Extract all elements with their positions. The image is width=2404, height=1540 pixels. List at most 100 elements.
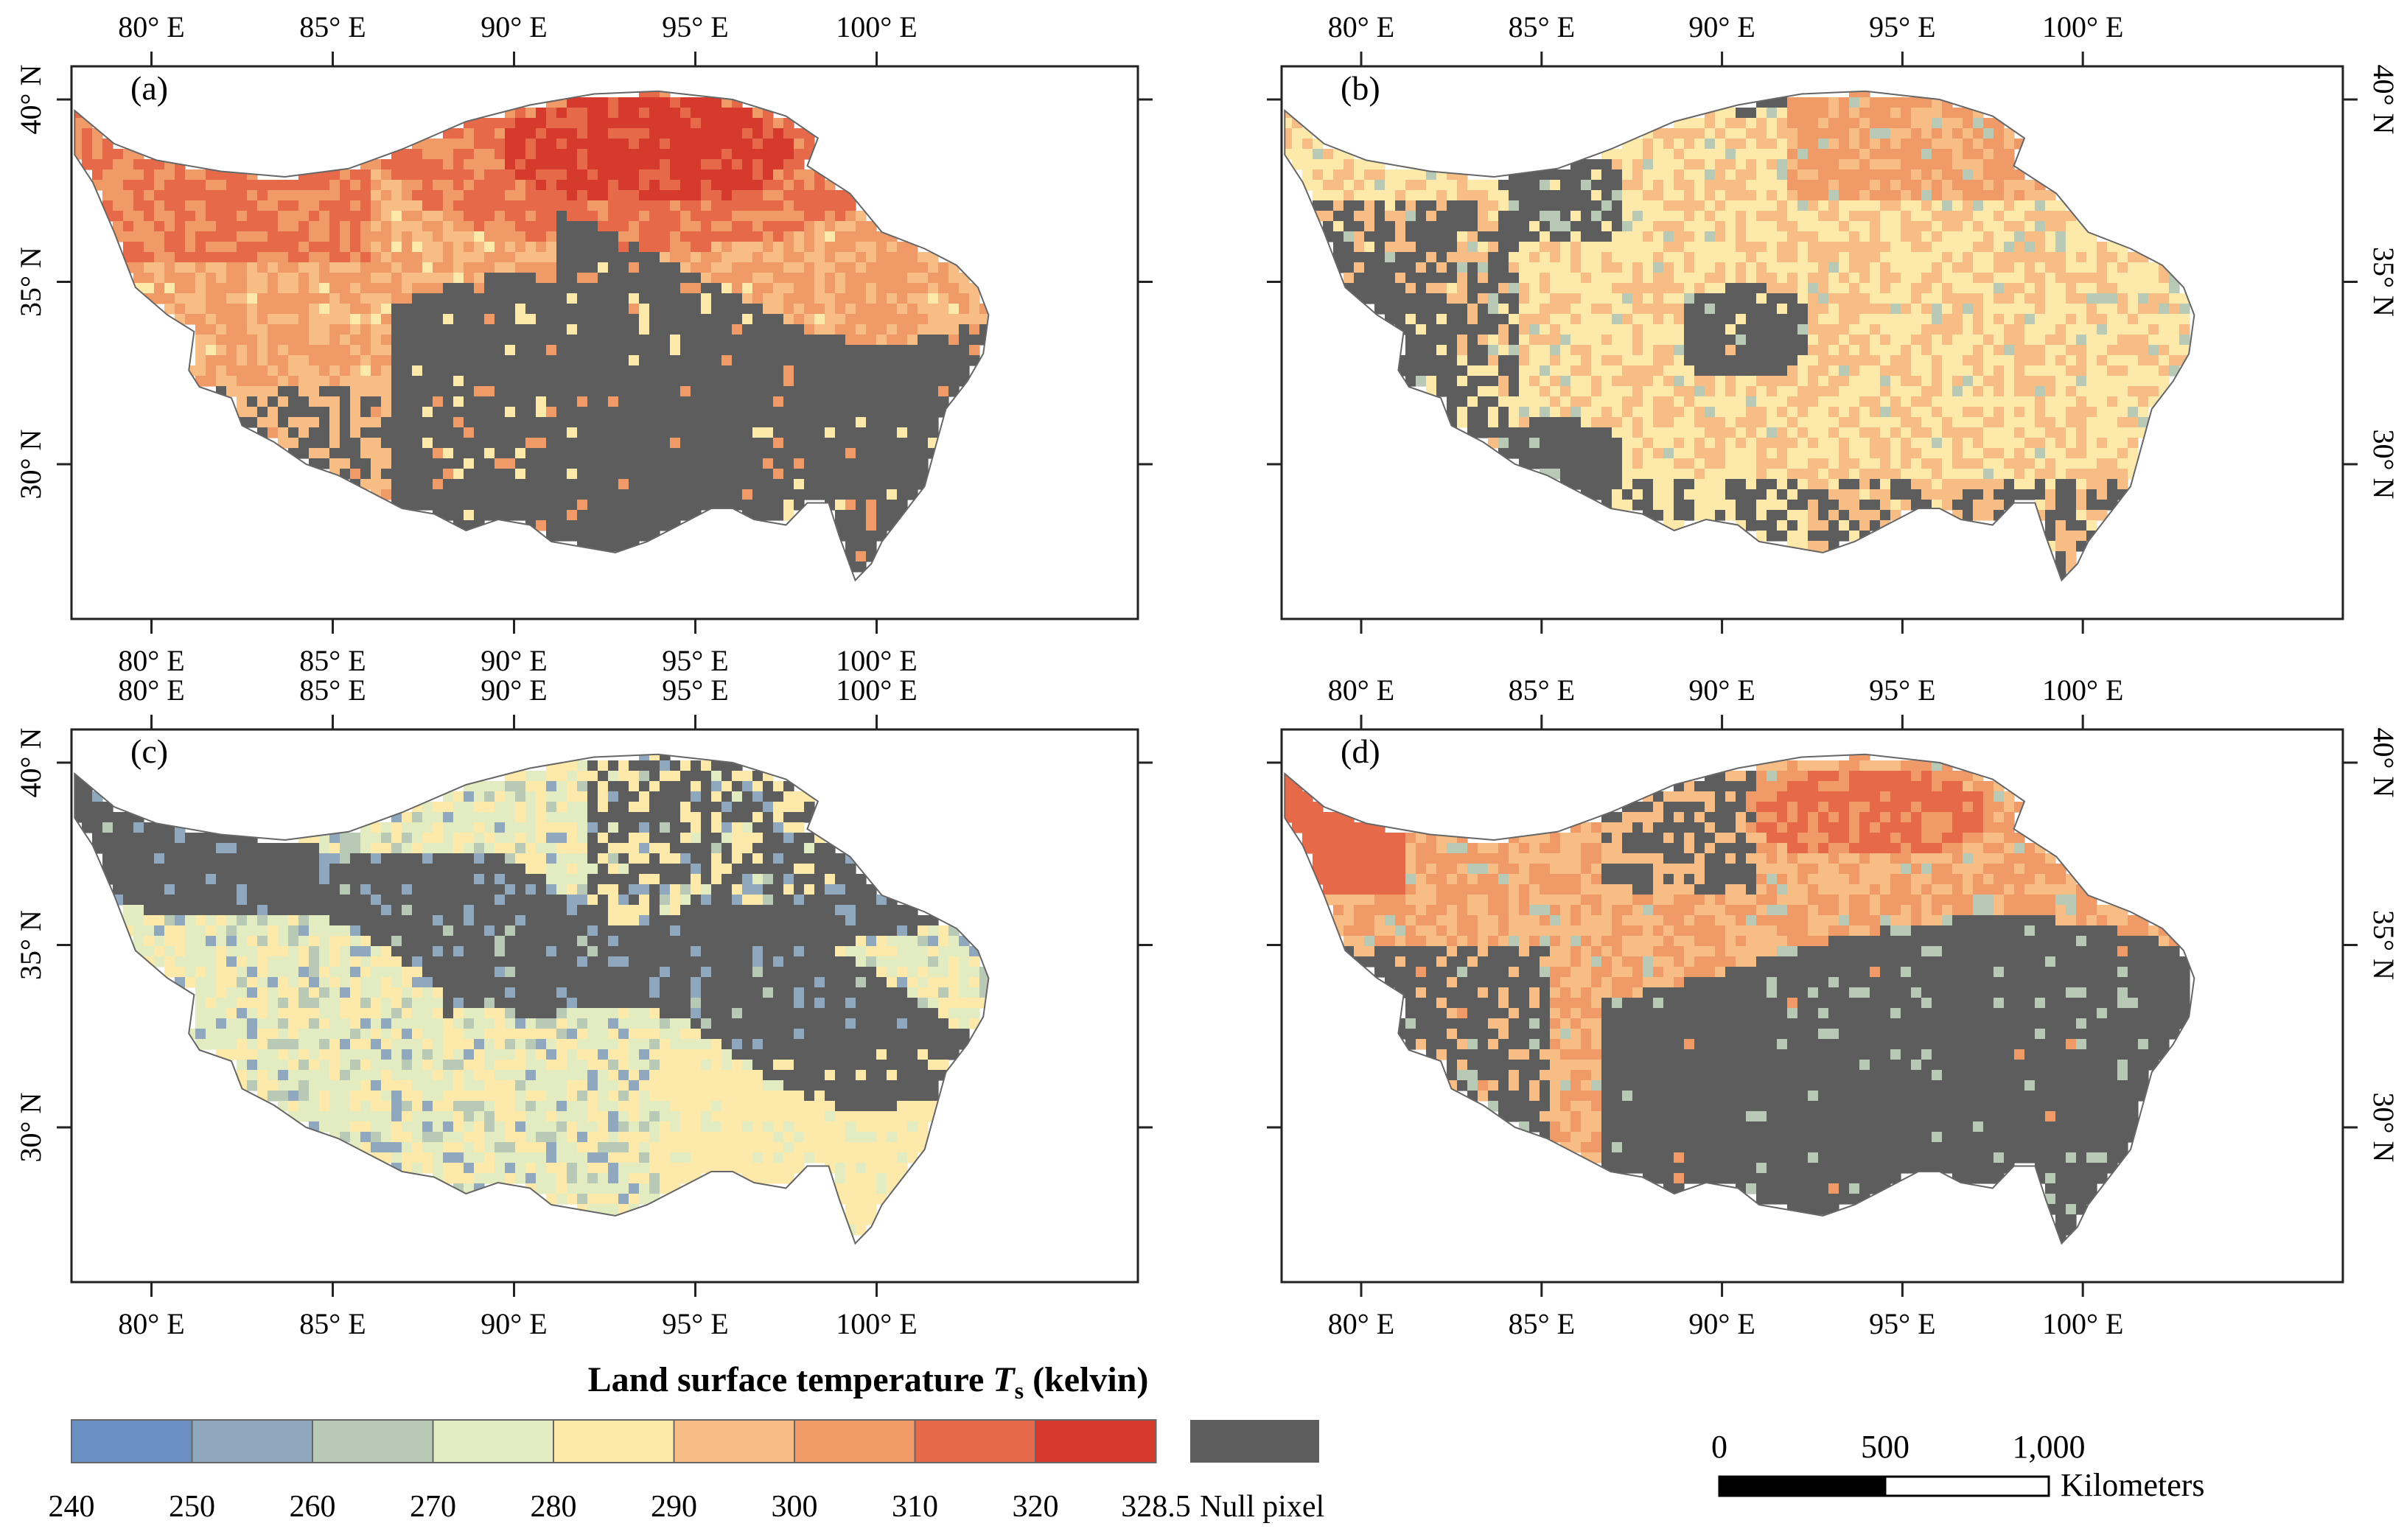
- lon-tick-label: 80° E: [118, 1307, 184, 1340]
- scale-tick-label: 1,000: [2013, 1429, 2086, 1465]
- panel-label: (a): [130, 69, 168, 107]
- lon-tick-label: 100° E: [2042, 1307, 2123, 1340]
- panel-label: (c): [130, 732, 168, 770]
- map-panel: (d) 80° E 80° E 85° E 85° E 90° E 90° E 95° E 95…: [1267, 673, 2400, 1340]
- legend-bin-swatch: [673, 1419, 795, 1463]
- legend-bin-swatch: [191, 1419, 313, 1463]
- lat-tick-label: 35° N: [14, 910, 47, 980]
- legend-bin-swatch: [71, 1419, 193, 1463]
- legend-bin-label: 250: [169, 1490, 215, 1524]
- panel-label: (d): [1341, 732, 1380, 770]
- lon-tick-label: 90° E: [481, 644, 547, 677]
- legend-bin-label: 290: [651, 1490, 697, 1524]
- lon-tick-label: 90° E: [1688, 1307, 1755, 1340]
- map-frame: [1280, 728, 2344, 1284]
- legend-bin-swatch: [914, 1419, 1036, 1463]
- temperature-raster: [74, 754, 989, 1236]
- legend-max-label: 328.5: [1121, 1490, 1191, 1524]
- map-frame: [1280, 65, 2344, 620]
- lon-tick-label: 100° E: [836, 1307, 917, 1340]
- lon-tick-label: 95° E: [662, 10, 728, 43]
- lon-tick-label: 100° E: [2042, 673, 2123, 707]
- lon-tick-label: 85° E: [1509, 1307, 1575, 1340]
- plateau-boundary: [74, 753, 990, 1245]
- lat-tick-label: 30° N: [2367, 1093, 2400, 1163]
- lon-tick-label: 90° E: [1688, 673, 1755, 707]
- lon-tick-label: 80° E: [118, 10, 184, 43]
- lon-tick-label: 95° E: [662, 673, 728, 707]
- lon-tick-label: 80° E: [1328, 10, 1394, 43]
- temperature-raster: [74, 91, 989, 573]
- lon-tick-label: 100° E: [836, 673, 917, 707]
- lat-tick-label: 40° N: [14, 65, 47, 135]
- lat-tick-label: 30° N: [14, 1093, 47, 1163]
- legend-bin-swatch: [794, 1419, 916, 1463]
- lon-tick-label: 100° E: [2042, 10, 2123, 43]
- lon-tick-label: 95° E: [1869, 1307, 1935, 1340]
- legend-title: Land surface temperature Ts (kelvin): [588, 1360, 1149, 1404]
- legend-bin-label: 260: [290, 1490, 336, 1524]
- lon-tick-label: 95° E: [1869, 10, 1935, 43]
- legend-bin-swatch: [1035, 1419, 1157, 1463]
- lon-tick-label: 95° E: [662, 1307, 728, 1340]
- lon-tick-label: 80° E: [1328, 1307, 1394, 1340]
- plateau-boundary: [1284, 90, 2195, 582]
- legend-color-bins: 240 250 260 270 280 290 300 310 320 328.5: [49, 1419, 1191, 1524]
- legend-bin-label: 240: [49, 1490, 95, 1524]
- lon-tick-label: 80° E: [118, 673, 184, 707]
- lon-tick-label: 80° E: [118, 644, 184, 677]
- scale-segment-empty: [1884, 1475, 2050, 1497]
- legend-bin-label: 320: [1013, 1490, 1059, 1524]
- map-panel: (b) 80° E 85° E 90° E 95° E 100° E 40° N 35° N 3…: [1267, 10, 2400, 634]
- scale-tick-label: 0: [1711, 1429, 1727, 1465]
- lon-tick-label: 95° E: [1869, 673, 1935, 707]
- map-frame: [70, 728, 1139, 1284]
- lon-tick-label: 85° E: [299, 1307, 366, 1340]
- lat-tick-label: 30° N: [2367, 430, 2400, 500]
- lat-tick-label: 35° N: [14, 247, 47, 317]
- lon-tick-label: 100° E: [836, 644, 917, 677]
- temperature-legend: Land surface temperature Ts (kelvin) 240…: [49, 1360, 1325, 1524]
- lat-tick-label: 40° N: [2367, 728, 2400, 798]
- lat-tick-label: 30° N: [14, 430, 47, 500]
- lon-tick-label: 85° E: [299, 10, 366, 43]
- scale-unit-label: Kilometers: [2061, 1467, 2205, 1503]
- lon-tick-label: 90° E: [481, 673, 547, 707]
- lon-tick-label: 85° E: [1509, 10, 1575, 43]
- scale-segment-filled: [1718, 1475, 1887, 1497]
- lon-tick-label: 80° E: [1328, 673, 1394, 707]
- legend-bin-swatch: [553, 1419, 675, 1463]
- panel-label: (b): [1341, 69, 1380, 107]
- legend-bin-label: 280: [531, 1490, 577, 1524]
- legend-bin-swatch: [432, 1419, 554, 1463]
- scale-bar: 0 500 1,000 Kilometers: [1711, 1429, 2205, 1503]
- lat-tick-label: 40° N: [14, 728, 47, 798]
- plateau-boundary: [1284, 753, 2195, 1245]
- plateau-boundary: [74, 90, 990, 582]
- lon-tick-label: 85° E: [299, 673, 366, 707]
- lat-tick-label: 40° N: [2367, 65, 2400, 135]
- lon-tick-label: 90° E: [481, 10, 547, 43]
- lon-tick-label: 85° E: [299, 644, 366, 677]
- legend-bin-label: 270: [410, 1490, 456, 1524]
- legend-bin-swatch: [312, 1419, 434, 1463]
- map-frame: [70, 65, 1139, 620]
- lon-tick-label: 100° E: [836, 10, 917, 43]
- temperature-raster: [1285, 91, 2190, 581]
- lat-tick-label: 35° N: [2367, 247, 2400, 317]
- legend-bin-label: 300: [772, 1490, 818, 1524]
- null-pixel-swatch: [1190, 1420, 1319, 1463]
- lat-tick-label: 35° N: [2367, 910, 2400, 980]
- lon-tick-label: 90° E: [1688, 10, 1755, 43]
- temperature-raster: [1285, 754, 2190, 1244]
- null-pixel-label: Null pixel: [1200, 1490, 1324, 1524]
- legend-bin-label: 310: [892, 1490, 938, 1524]
- lon-tick-label: 85° E: [1509, 673, 1575, 707]
- map-panel: (c) 80° E 80° E 85° E 85° E 90° E 90° E 95° E 95…: [14, 673, 1153, 1340]
- scale-tick-label: 500: [1861, 1429, 1909, 1465]
- map-panel: (a) 80° E 80° E 85° E 85° E 90° E 90° E 95° E 95…: [14, 10, 1153, 677]
- lon-tick-label: 90° E: [481, 1307, 547, 1340]
- map-panels: (a)80° E80° E85° E85° E90° E90° E95° E95…: [14, 10, 2400, 1340]
